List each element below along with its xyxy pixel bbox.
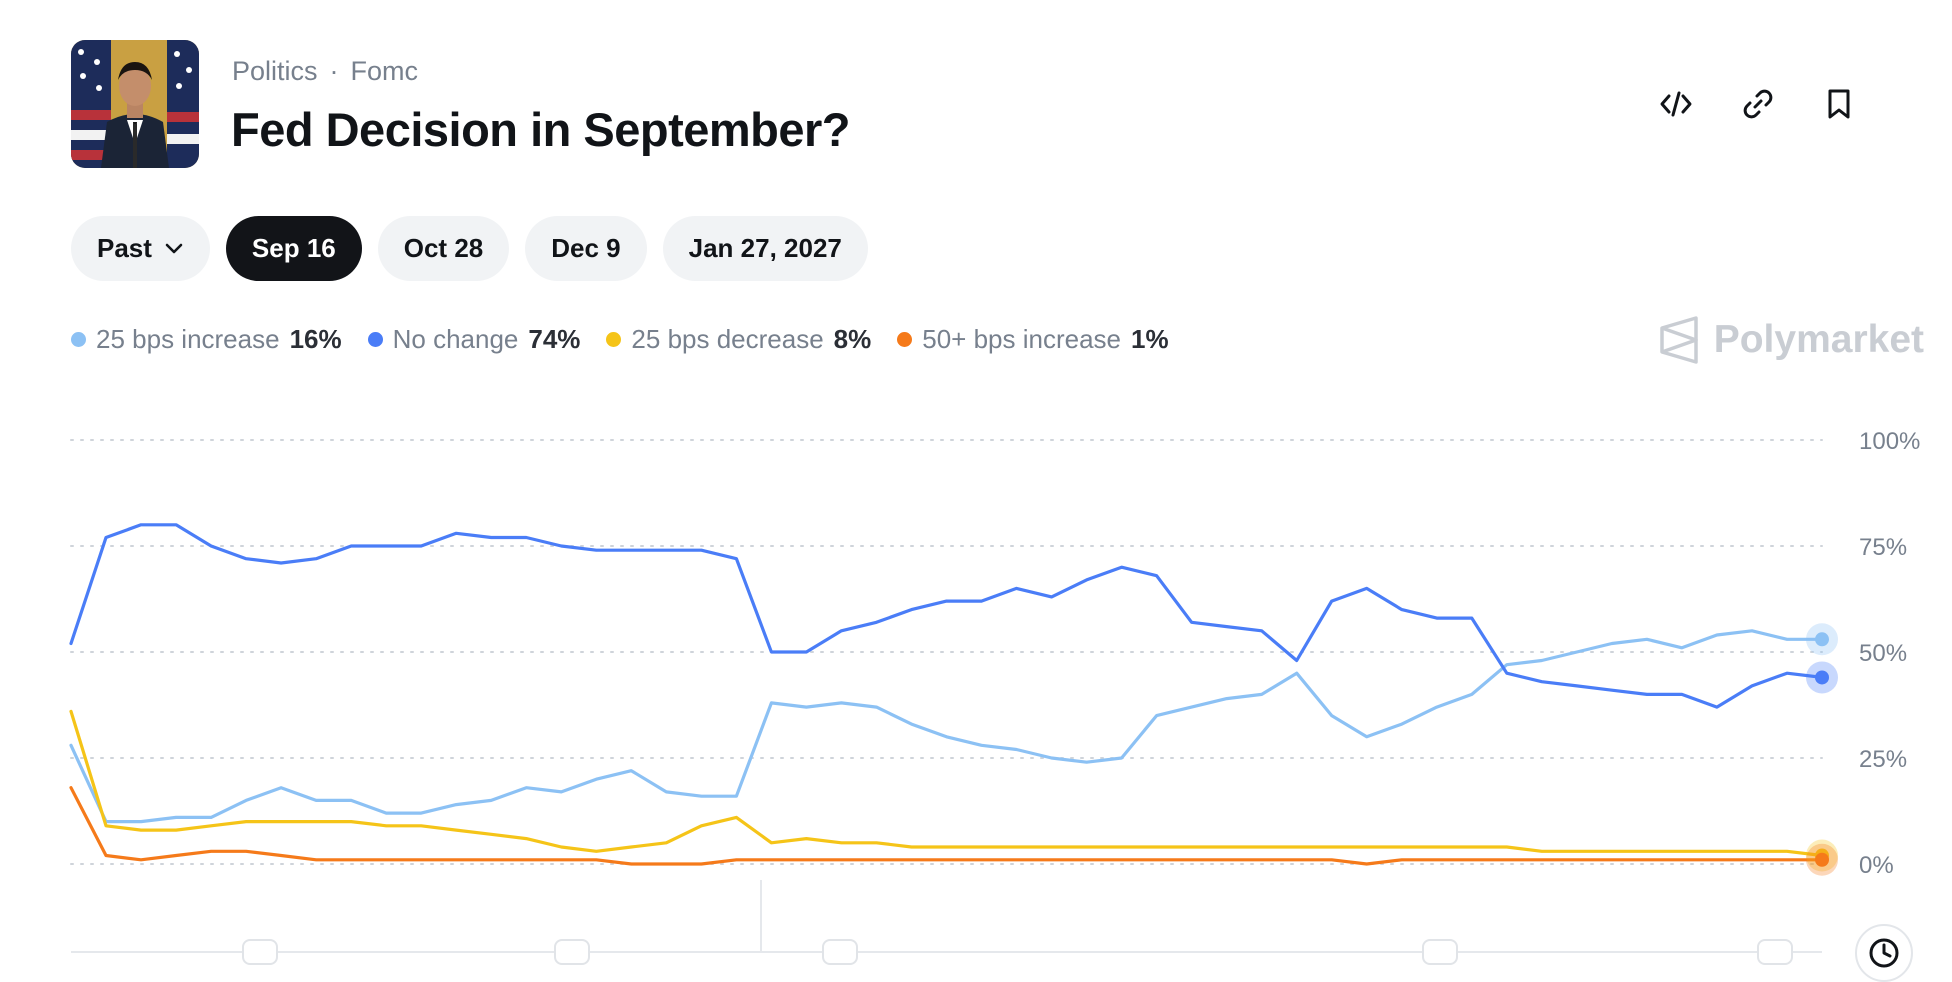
- embed-button[interactable]: [1652, 80, 1700, 128]
- y-tick-label: 50%: [1859, 640, 1907, 667]
- chevron-down-icon: [165, 243, 183, 253]
- legend-item[interactable]: 25 bps increase 16%: [71, 324, 342, 355]
- link-icon: [1743, 89, 1773, 119]
- clock-icon: [1869, 938, 1899, 968]
- series-end-dot: [1815, 670, 1829, 685]
- series-line: [69, 523, 1824, 709]
- legend-series-name: 25 bps decrease: [631, 324, 824, 354]
- y-tick-label: 25%: [1859, 746, 1907, 773]
- breadcrumb-separator: ·: [329, 56, 339, 86]
- legend-color-dot: [897, 332, 913, 347]
- tab-sep-16-label: Sep 16: [251, 233, 336, 263]
- header-actions: [1652, 80, 1952, 130]
- chart-legend: 25 bps increase 16% No change 74% 25 bps…: [71, 324, 1169, 355]
- legend-item[interactable]: 25 bps decrease 8%: [606, 324, 871, 355]
- code-icon: [1660, 91, 1692, 117]
- legend-series-name: 25 bps increase: [96, 324, 280, 354]
- time-range-button[interactable]: [1855, 924, 1913, 982]
- timeline-handle: [822, 939, 858, 965]
- market-thumbnail: [71, 40, 199, 168]
- breadcrumb-subcategory-link[interactable]: Fomc: [350, 56, 419, 86]
- date-tabs: Past Sep 16 Oct 28 Dec 9 Jan 27, 2027: [71, 216, 868, 281]
- tab-past[interactable]: Past: [71, 216, 210, 281]
- tab-jan-27-2027[interactable]: Jan 27, 2027: [662, 216, 868, 281]
- tab-dec-9-label: Dec 9: [551, 233, 621, 263]
- series-end-dot: [1815, 632, 1829, 647]
- tab-past-label: Past: [97, 233, 152, 263]
- series-line: [69, 786, 1824, 866]
- polymarket-logo-icon: [1659, 316, 1698, 364]
- speaker-photo-image: [71, 40, 199, 168]
- series-end-dot: [1815, 852, 1829, 867]
- tab-dec-9[interactable]: Dec 9: [525, 216, 647, 281]
- legend-item[interactable]: 50+ bps increase 1%: [897, 324, 1169, 355]
- tab-oct-28[interactable]: Oct 28: [377, 216, 510, 281]
- legend-series-value: 1%: [1131, 324, 1169, 354]
- legend-series-value: 74%: [528, 324, 581, 354]
- legend-series-value: 8%: [833, 324, 872, 354]
- legend-color-dot: [606, 332, 622, 347]
- series-line: [69, 709, 1824, 858]
- bookmark-icon: [1828, 89, 1850, 119]
- series-line: [69, 629, 1824, 824]
- breadcrumb-category-link[interactable]: Politics: [232, 56, 318, 86]
- timeline-handle: [242, 939, 278, 965]
- breadcrumb: Politics · Fomc: [232, 56, 418, 87]
- tab-sep-16[interactable]: Sep 16: [225, 216, 362, 281]
- timeline-handle: [1757, 939, 1793, 965]
- legend-series-name: No change: [392, 324, 519, 354]
- y-tick-label: 0%: [1859, 852, 1894, 879]
- timeline-handle: [1422, 939, 1458, 965]
- page-title: Fed Decision in September?: [231, 103, 851, 156]
- copy-link-button[interactable]: [1734, 80, 1782, 128]
- y-tick-label: 100%: [1859, 428, 1920, 455]
- legend-series-value: 16%: [289, 324, 342, 354]
- legend-color-dot: [367, 332, 383, 347]
- tab-jan-27-2027-label: Jan 27, 2027: [688, 233, 842, 263]
- legend-item[interactable]: No change 74%: [367, 324, 581, 355]
- timeline-handle: [554, 939, 590, 965]
- y-tick-label: 75%: [1859, 534, 1907, 561]
- bookmark-button[interactable]: [1815, 80, 1863, 128]
- brand-name: Polymarket: [1713, 318, 1924, 361]
- tab-oct-28-label: Oct 28: [403, 233, 484, 263]
- legend-color-dot: [71, 332, 86, 347]
- legend-series-name: 50+ bps increase: [922, 324, 1121, 354]
- brand-watermark: Polymarket: [1658, 316, 1924, 364]
